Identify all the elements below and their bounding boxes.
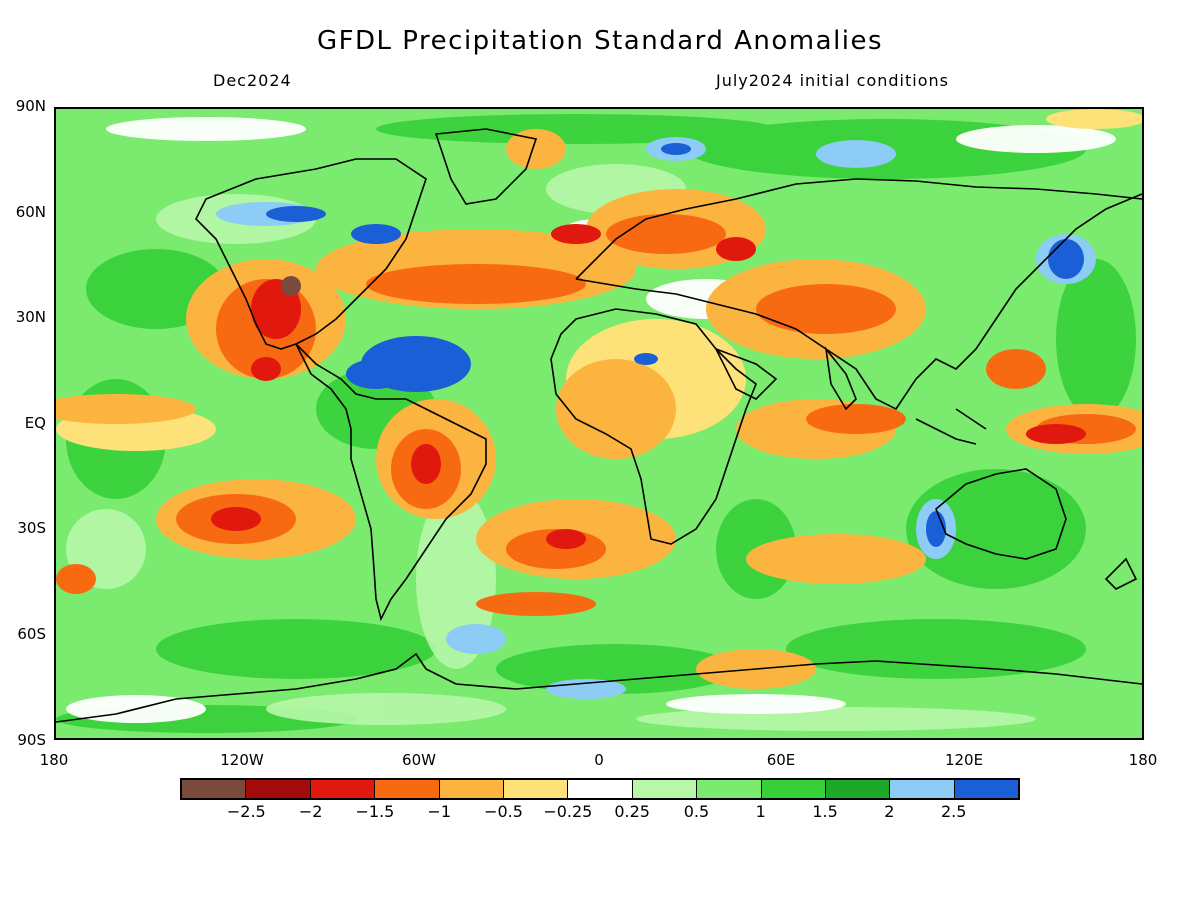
forecast-month: Dec2024 [213, 71, 292, 90]
lat-label-60s: 60S [17, 625, 46, 643]
colorbar-segment [697, 780, 762, 798]
colorbar-segment [890, 780, 955, 798]
colorbar-segment [439, 780, 504, 798]
lon-label-180w: 180 [39, 751, 69, 769]
colorbar-tick-label: −1 [427, 802, 452, 821]
colorbar-segment [246, 780, 311, 798]
colorbar-tick-label: −1.5 [355, 802, 395, 821]
lat-label-90s: 90S [17, 731, 46, 749]
colorbar-segment [632, 780, 698, 798]
lat-label-eq: EQ [24, 414, 46, 432]
lon-label-60e: 60E [766, 751, 796, 769]
lon-label-120e: 120E [944, 751, 984, 769]
colorbar-tick-label: 0.25 [614, 802, 650, 821]
colorbar-segment [825, 780, 891, 798]
anomaly-field [56, 109, 1142, 738]
colorbar-tick-label: 0.5 [683, 802, 710, 821]
colorbar-tick-label: −2 [298, 802, 323, 821]
colorbar-tick-label: −0.5 [484, 802, 523, 821]
colorbar-segment [761, 780, 826, 798]
colorbar-tick-label: −2.5 [226, 802, 266, 821]
lon-label-180e: 180 [1128, 751, 1158, 769]
colorbar-segment [310, 780, 376, 798]
colorbar-tick-label: 2.5 [940, 802, 967, 821]
lon-label-120w: 120W [220, 751, 264, 769]
lat-label-90n: 90N [15, 97, 46, 115]
colorbar-segment [568, 780, 633, 798]
lat-label-30s: 30S [17, 519, 46, 537]
colorbar [180, 778, 1020, 800]
lon-label-0: 0 [594, 751, 604, 769]
colorbar-tick-label: 1.5 [812, 802, 838, 821]
colorbar-segment [954, 780, 1019, 798]
lat-label-30n: 30N [15, 308, 46, 326]
initial-conditions-label: July2024 initial conditions [716, 71, 949, 90]
precipitation-anomaly-map [54, 107, 1144, 740]
lon-label-60w: 60W [402, 751, 436, 769]
chart-title: GFDL Precipitation Standard Anomalies [316, 26, 884, 56]
colorbar-segment [503, 780, 569, 798]
colorbar-segment [182, 780, 247, 798]
colorbar-segment [375, 780, 440, 798]
colorbar-tick-label: −0.25 [543, 802, 593, 821]
colorbar-tick-label: 1 [755, 802, 766, 821]
colorbar-tick-label: 2 [884, 802, 895, 821]
lat-label-60n: 60N [15, 203, 46, 221]
